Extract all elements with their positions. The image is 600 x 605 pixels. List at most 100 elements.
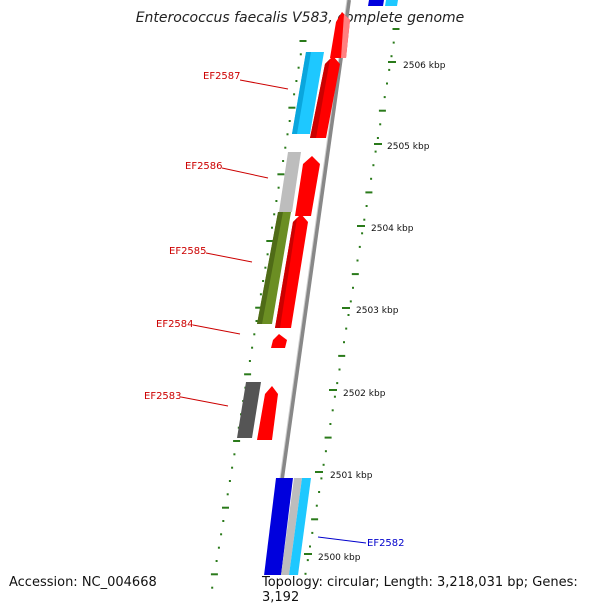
- inner-tick: [277, 186, 280, 189]
- inner-tick: [288, 120, 291, 122]
- outer-tick: [363, 218, 366, 221]
- gene-ef2584-forward[interactable]: [271, 334, 287, 348]
- inner-tick: [233, 453, 236, 456]
- gene-forward-top-light: [341, 14, 350, 58]
- outer-tick: [320, 477, 323, 480]
- outer-tick: [324, 450, 327, 453]
- inner-tick: [275, 200, 278, 202]
- gene-top-reverse-cyan[interactable]: [385, 0, 398, 6]
- outer-tick: [311, 531, 314, 534]
- scale-label-2504: 2504 kbp: [371, 224, 414, 234]
- inner-tick: [222, 506, 229, 509]
- inner-tick: [222, 520, 225, 522]
- gene-ef2582-reverse-cyan[interactable]: [287, 478, 311, 590]
- inner-tick: [248, 360, 251, 362]
- outer-tick: [376, 137, 379, 139]
- scale-label-2500: 2500 kbp: [318, 553, 361, 563]
- outer-tick: [372, 164, 375, 167]
- outer-tick: [347, 314, 350, 316]
- inner-tick: [299, 53, 302, 56]
- outer-tick: [315, 504, 318, 507]
- inner-tick: [284, 146, 287, 149]
- gene-label-ef2586[interactable]: EF2586: [185, 161, 223, 172]
- outer-tick: [378, 109, 386, 112]
- inner-tick: [253, 333, 256, 336]
- inner-tick: [297, 66, 300, 69]
- outer-tick: [379, 123, 382, 126]
- inner-tick: [266, 253, 269, 256]
- inner-tick: [211, 586, 214, 589]
- outer-tick: [345, 327, 348, 330]
- gene-ef2587-reverse-shade: [292, 52, 311, 134]
- gene-label-ef2584[interactable]: EF2584: [156, 319, 194, 330]
- outer-tick: [333, 395, 336, 398]
- outer-tick: [309, 545, 311, 548]
- outer-tick: [388, 68, 391, 71]
- outer-tick: [322, 463, 325, 466]
- inner-tick: [273, 213, 276, 216]
- outer-tick: [361, 232, 364, 235]
- inner-tick: [217, 546, 220, 549]
- map-title: Enterococcus faecalis V583, complete gen…: [135, 10, 465, 26]
- inner-tick: [228, 480, 231, 482]
- inner-tick: [262, 280, 265, 282]
- outer-tick: [343, 341, 345, 344]
- gene-label-group: EF2587 EF2586 EF2585 EF2584 EF2583 EF258…: [144, 71, 405, 549]
- outer-tick: [390, 55, 393, 58]
- inner-tick: [215, 560, 218, 562]
- scale-label-2505: 2505 kbp: [387, 142, 430, 152]
- scale-label-2502: 2502 kbp: [343, 389, 386, 399]
- inner-tick: [259, 293, 262, 296]
- outer-tick: [356, 259, 359, 262]
- scale-label-2506: 2506 kbp: [403, 61, 446, 71]
- scale-label-2501: 2501 kbp: [330, 471, 373, 481]
- outer-tick: [358, 245, 361, 248]
- inner-tick: [293, 93, 296, 96]
- inner-tick: [255, 320, 258, 322]
- scale-label-2503: 2503 kbp: [356, 306, 399, 316]
- gene-ef2582-reverse-grey[interactable]: [279, 478, 302, 590]
- inner-tick: [233, 440, 241, 442]
- outer-tick-track: [302, 28, 400, 589]
- outer-tick: [351, 273, 359, 276]
- outer-tick: [311, 518, 319, 521]
- outer-tick: [352, 286, 354, 289]
- inner-tick: [266, 240, 274, 242]
- gene-ef2586-reverse[interactable]: [279, 152, 301, 212]
- inner-tick: [288, 106, 296, 109]
- outer-tick: [331, 409, 334, 412]
- gene-ef2583-forward[interactable]: [257, 386, 278, 440]
- inner-tick: [282, 160, 285, 162]
- gene-ef2582-reverse-blue[interactable]: [261, 478, 293, 600]
- gene-label-ef2582[interactable]: EF2582: [367, 538, 405, 549]
- gene-label-ef2583[interactable]: EF2583: [144, 391, 182, 402]
- outer-tick: [304, 572, 307, 575]
- gene-top-reverse-blue[interactable]: [368, 0, 384, 6]
- outer-tick: [365, 205, 368, 207]
- outer-tick: [374, 150, 377, 153]
- gene-ef2586-forward[interactable]: [295, 156, 320, 216]
- inner-tick: [264, 266, 267, 269]
- inner-tick: [299, 40, 307, 42]
- inner-tick: [251, 346, 254, 349]
- outer-tick: [336, 382, 339, 385]
- outer-tick: [392, 28, 400, 30]
- outer-tick: [365, 191, 373, 194]
- inner-tick: [277, 173, 285, 176]
- outer-tick: [349, 300, 352, 303]
- inner-tick: [286, 133, 289, 136]
- inner-tick: [226, 493, 229, 496]
- inner-tick: [255, 306, 263, 309]
- outer-tick: [338, 354, 346, 357]
- gene-label-ef2585[interactable]: EF2585: [169, 246, 207, 257]
- inner-tick: [210, 573, 218, 576]
- gene-label-ef2587[interactable]: EF2587: [203, 71, 241, 82]
- inner-tick: [244, 373, 252, 376]
- gene-ef2583-reverse[interactable]: [237, 382, 261, 438]
- inner-tick: [231, 466, 234, 469]
- inner-tick: [220, 533, 223, 536]
- genome-stats-text: Topology: circular; Length: 3,218,031 bp…: [260, 575, 600, 605]
- accession-text: Accession: NC_004668: [7, 575, 159, 590]
